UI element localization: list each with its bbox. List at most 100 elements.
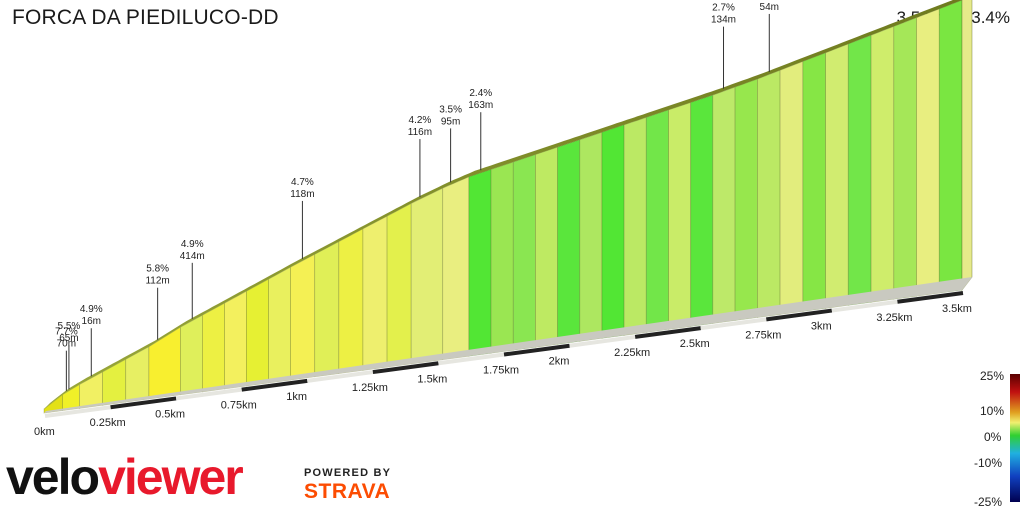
segment-gradient-label: 4.9% bbox=[80, 304, 103, 315]
scale-label-0: 0% bbox=[984, 430, 1002, 444]
segment-gradient-label: 4.7% bbox=[291, 177, 314, 188]
segment-gradient-label: 3.5% bbox=[439, 104, 462, 115]
tick-label: 0km bbox=[34, 426, 55, 438]
tick-label: 2km bbox=[549, 356, 570, 368]
gradient-band bbox=[916, 8, 940, 297]
gradient-band bbox=[668, 101, 692, 330]
segment-callouts: 7.7%70m5.5%65m4.9%16m5.8%112m4.9%414m4.7… bbox=[55, 0, 781, 391]
gradient-band bbox=[512, 153, 536, 351]
tick-label: 1.75km bbox=[483, 365, 519, 377]
gradient-band bbox=[579, 131, 603, 342]
gradient-band bbox=[847, 34, 872, 306]
gradient-band bbox=[623, 116, 647, 336]
tick-label: 1km bbox=[286, 391, 307, 403]
distance-scale-segment bbox=[241, 378, 308, 392]
page-title: FORCA DA PIEDILUCO-DD bbox=[12, 6, 279, 29]
gradient-band bbox=[734, 78, 758, 321]
logo-viewer: viewer bbox=[98, 449, 244, 505]
segment-length-label: 112m bbox=[145, 276, 169, 287]
segment-gradient-label: 2.4% bbox=[469, 88, 492, 99]
gradient-band bbox=[102, 358, 127, 406]
gradient-band bbox=[825, 43, 849, 309]
gradient-band bbox=[757, 69, 781, 318]
distance-scale-segment bbox=[634, 326, 701, 339]
gradient-band bbox=[468, 168, 492, 357]
gradient-color-scale: 25% 10% 0% -10% -25% bbox=[974, 369, 1020, 508]
distance-scale-segment bbox=[503, 343, 570, 357]
gradient-band bbox=[557, 139, 581, 345]
gradient-band bbox=[314, 240, 340, 378]
distance-scale-segment bbox=[307, 370, 374, 383]
gradient-band bbox=[246, 278, 269, 387]
distance-scale-segment bbox=[438, 352, 505, 366]
distance-scale-segment bbox=[897, 291, 964, 304]
gradient-band bbox=[938, 0, 963, 294]
distance-scale-segment bbox=[110, 396, 177, 410]
color-scale-bar bbox=[1010, 374, 1020, 502]
gradient-band bbox=[893, 17, 917, 300]
gradient-band bbox=[290, 253, 316, 381]
gradient-band bbox=[690, 94, 714, 327]
gradient-band bbox=[601, 124, 625, 339]
distance-scale-segment bbox=[766, 308, 833, 322]
gradient-bands bbox=[43, 0, 973, 414]
segment-gradient-label: 2.7% bbox=[712, 3, 735, 14]
tick-label: 3.5km bbox=[942, 303, 972, 315]
tick-label: 1.5km bbox=[417, 373, 447, 385]
tick-label: 1.25km bbox=[352, 382, 388, 394]
tick-label: 2.5km bbox=[680, 338, 710, 350]
tick-label: 0.75km bbox=[221, 400, 257, 412]
segment-length-label: 116m bbox=[408, 127, 432, 138]
gradient-band bbox=[535, 146, 558, 348]
segment-length-label: 65m bbox=[59, 333, 78, 344]
distance-baseline bbox=[44, 277, 972, 418]
tick-label: 3km bbox=[811, 321, 832, 333]
segment-gradient-label: 4.2% bbox=[409, 115, 432, 126]
powered-by-label: POWERED BY bbox=[304, 467, 392, 479]
profile-end-cap bbox=[961, 0, 973, 292]
segment-length-label: 163m bbox=[468, 100, 493, 111]
scale-label-neg25: -25% bbox=[974, 495, 1002, 508]
gradient-band bbox=[442, 176, 470, 361]
gradient-band bbox=[779, 60, 804, 315]
segment-gradient-label: 5.5% bbox=[58, 321, 81, 332]
gradient-band bbox=[224, 290, 247, 390]
gradient-band bbox=[362, 215, 388, 371]
tick-label: 0.25km bbox=[90, 417, 126, 429]
segment-length-label: 414m bbox=[180, 251, 205, 262]
veloviewer-logo: veloviewer bbox=[6, 449, 244, 505]
tick-label: 3.25km bbox=[876, 312, 912, 324]
segment-length-label: 70m bbox=[57, 339, 76, 350]
segment-length-label: 54m bbox=[760, 2, 779, 13]
segment-length-label: 95m bbox=[441, 116, 460, 127]
strava-logo: STRAVA bbox=[304, 480, 391, 503]
scale-label-25: 25% bbox=[980, 369, 1004, 383]
gradient-band bbox=[410, 187, 444, 365]
scale-label-neg10: -10% bbox=[974, 456, 1002, 470]
distance-scale-segment bbox=[44, 405, 111, 418]
distance-scale-segment bbox=[831, 299, 898, 313]
distance-scale-segment bbox=[175, 387, 242, 401]
gradient-band bbox=[201, 302, 225, 393]
gradient-band bbox=[338, 228, 364, 374]
scale-label-10: 10% bbox=[980, 404, 1004, 418]
gradient-band bbox=[490, 161, 514, 354]
segment-length-label: 118m bbox=[290, 189, 314, 200]
gradient-band bbox=[712, 86, 736, 324]
gradient-band bbox=[802, 52, 826, 312]
gradient-band bbox=[179, 314, 203, 396]
gradient-band bbox=[148, 326, 181, 400]
distance-scale-segment bbox=[372, 361, 439, 375]
segment-gradient-label: 5.8% bbox=[146, 264, 169, 275]
tick-label: 2.75km bbox=[745, 329, 781, 341]
gradient-band bbox=[870, 25, 895, 303]
segment-gradient-label: 7.7% bbox=[55, 327, 78, 338]
gradient-band bbox=[645, 109, 669, 333]
tick-label: 0.5km bbox=[155, 408, 185, 420]
distance-scale-segment bbox=[569, 334, 636, 348]
gradient-band bbox=[268, 266, 291, 384]
distance-tick-labels: 0km 0.25km 0.5km 0.75km 1km 1.25km 1.5km 1.75km… bbox=[34, 303, 972, 438]
tick-label: 2.25km bbox=[614, 347, 650, 359]
gradient-band bbox=[386, 202, 412, 368]
